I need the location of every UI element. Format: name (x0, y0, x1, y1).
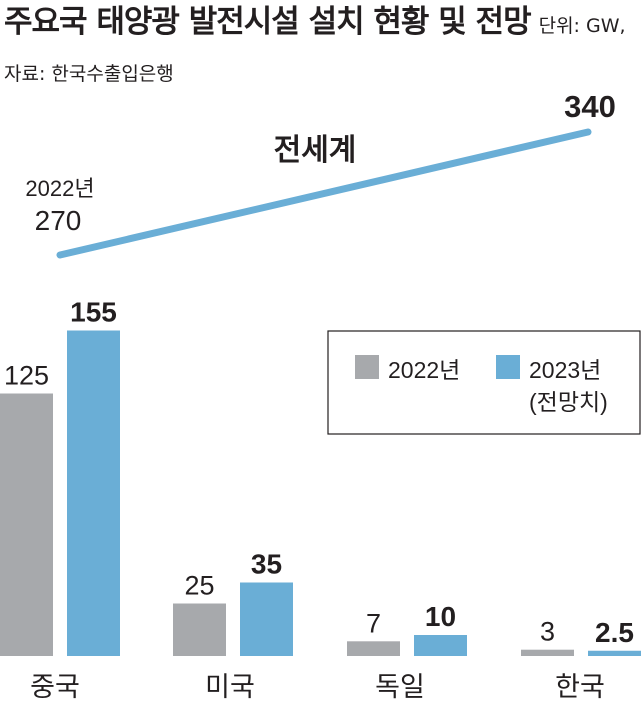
bars: 125 155 중국 25 35 미국 7 10 독일 3 2.5 한국 (0, 297, 641, 701)
chart-title: 주요국 태양광 발전시설 설치 현황 및 전망 단위: GW, 자료: 한국수출입… (4, 0, 640, 96)
chart-subtitle: 단위: GW, 자료: 한국수출입은행 (4, 15, 626, 85)
category-label-1: 미국 (205, 672, 255, 701)
legend-label-2023: 2023년 (529, 357, 601, 383)
title-text: 주요국 태양광 발전시설 설치 현황 및 전망 (4, 4, 532, 40)
legend-swatch-2022 (355, 355, 379, 379)
bar-2023-2 (414, 635, 467, 656)
world-end-value: 340 (564, 89, 616, 124)
bar-value-2023-0: 155 (70, 297, 117, 328)
bar-value-2022-0: 125 (4, 361, 49, 391)
bar-value-2023-3: 2.5 (595, 617, 634, 648)
world-start-value: 270 (35, 205, 82, 236)
bar-2023-3 (588, 650, 641, 656)
bar-2022-3 (521, 649, 574, 656)
bar-value-2022-1: 25 (184, 571, 214, 601)
bar-2022-1 (173, 603, 226, 656)
category-label-3: 한국 (555, 672, 605, 701)
bar-2023-1 (240, 582, 293, 656)
legend-label-2022: 2022년 (388, 357, 460, 383)
legend-swatch-2023 (496, 355, 520, 379)
legend: 2022년 2023년 (전망치) (327, 330, 641, 435)
legend-note-2023: (전망치) (529, 389, 608, 415)
bar-value-2023-1: 35 (251, 549, 282, 580)
world-trend-line (56, 128, 592, 259)
world-label: 전세계 (274, 134, 357, 167)
category-label-0: 중국 (30, 672, 80, 701)
bar-value-2022-3: 3 (540, 617, 555, 647)
bar-2022-0 (0, 393, 53, 656)
legend-box (327, 330, 641, 435)
bar-2023-0 (67, 330, 120, 656)
bar-value-2022-2: 7 (366, 608, 381, 638)
bar-value-2023-2: 10 (425, 601, 456, 632)
world-start-year: 2022년 (25, 176, 94, 201)
bar-2022-2 (347, 641, 400, 656)
category-label-2: 독일 (375, 672, 425, 701)
